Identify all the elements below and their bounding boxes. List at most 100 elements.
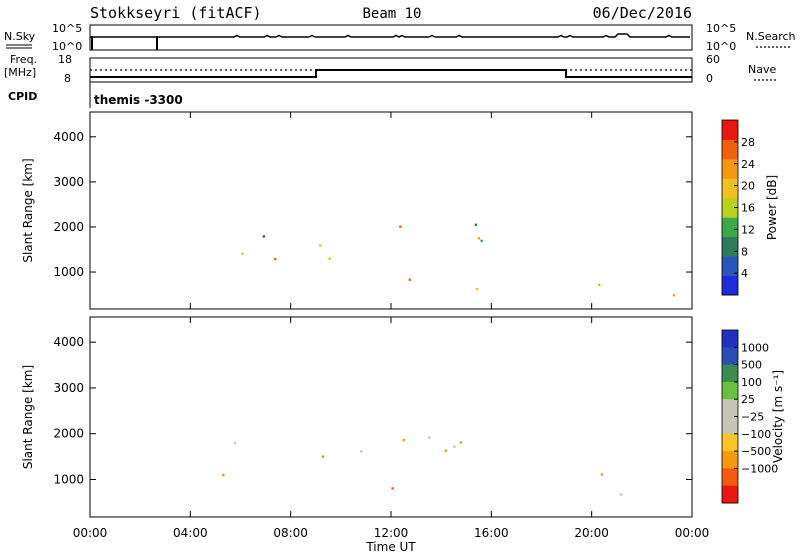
velocity-colorbar-swatch — [722, 364, 738, 383]
velocity-echo-cell — [402, 438, 405, 442]
x-tick-label: 08:00 — [273, 526, 308, 540]
velocity-echo-cell — [619, 493, 623, 496]
y-tick-label: 4000 — [53, 130, 84, 144]
velocity-echo-cell — [453, 445, 456, 448]
power-colorbar-tick: 12 — [741, 223, 755, 236]
velocity-echo-cell — [428, 436, 431, 439]
y-tick-label: 1000 — [53, 265, 84, 279]
date-title: 06/Dec/2016 — [593, 4, 692, 22]
velocity-colorbar-swatch — [722, 485, 738, 504]
velocity-frame — [89, 316, 693, 518]
noise-sky-line — [90, 33, 690, 38]
freq-line — [90, 69, 692, 78]
power-echo-cell — [474, 223, 478, 226]
noise-left-tick-low: 10^0 — [52, 40, 82, 53]
freq-right-label: Nave — [748, 63, 776, 76]
power-echo-cell — [241, 252, 244, 255]
x-axis-title: Time UT — [365, 540, 416, 554]
freq-left-tick-high: 18 — [58, 53, 72, 66]
power-colorbar-tick: 16 — [741, 202, 755, 215]
velocity-echo-cell — [391, 487, 394, 490]
power-echo-cell — [408, 278, 411, 281]
velocity-echo-cell — [321, 455, 325, 458]
power-colorbar-tick: 20 — [741, 180, 755, 193]
freq-left-unit: [MHz] — [4, 66, 36, 79]
velocity-colorbar-tick: 25 — [741, 393, 755, 406]
power-echo-cell — [476, 287, 479, 291]
power-echo-cell — [319, 244, 322, 247]
power-colorbar: 4 8 12 16 20 24 28 Power [dB] — [721, 119, 779, 296]
x-tick-label: 00:00 — [675, 526, 710, 540]
power-colorbar-swatch — [722, 236, 738, 257]
power-echo-cell — [598, 283, 601, 286]
velocity-y-axis-title: Slant Range [km] — [21, 365, 35, 469]
time-axis: 00:00 04:00 08:00 12:00 16:00 20:00 00:00 — [73, 526, 710, 540]
velocity-colorbar-tick: 1000 — [741, 341, 769, 354]
noise-left-tick-high: 10^5 — [52, 22, 82, 35]
power-colorbar-swatch — [722, 217, 738, 238]
velocity-colorbar-label: Velocity [m s⁻¹] — [771, 370, 785, 463]
x-tick-label: 04:00 — [173, 526, 208, 540]
freq-right-tick-high: 60 — [706, 53, 720, 66]
power-echo-cell — [399, 225, 402, 228]
velocity-colorbar-swatch — [722, 451, 738, 469]
power-echo-cells — [241, 223, 676, 297]
y-tick-label: 1000 — [53, 472, 84, 486]
velocity-echo-cell — [222, 473, 225, 477]
y-tick-label: 3000 — [53, 381, 84, 395]
power-panel: 1000 2000 3000 4000 Slant Range [km] — [21, 111, 693, 310]
power-colorbar-swatch — [722, 158, 738, 179]
velocity-colorbar-tick: 100 — [741, 376, 762, 389]
power-colorbar-tick: 8 — [741, 245, 748, 258]
x-tick-label: 12:00 — [374, 526, 409, 540]
noise-right-tick-low: 10^0 — [706, 40, 736, 53]
velocity-colorbar-tick: −500 — [741, 445, 771, 458]
power-colorbar-tick: 4 — [741, 267, 748, 280]
velocity-colorbar-tick: −25 — [741, 411, 764, 424]
velocity-colorbar-swatch — [722, 416, 738, 435]
y-tick-label: 3000 — [53, 175, 84, 189]
freq-left-tick-low: 8 — [64, 72, 71, 85]
power-echo-cell — [328, 257, 331, 260]
y-tick-label: 2000 — [53, 427, 84, 441]
power-echo-cell — [672, 294, 676, 297]
power-colorbar-label: Power [dB] — [765, 175, 779, 240]
noise-right-label: N.Search — [746, 30, 796, 43]
velocity-colorbar-tick: −100 — [741, 428, 771, 441]
x-tick-label: 16:00 — [474, 526, 509, 540]
power-echo-cell — [477, 237, 481, 240]
x-tick-label: 20:00 — [574, 526, 609, 540]
power-colorbar-tick: 24 — [741, 158, 755, 171]
y-tick-label: 2000 — [53, 220, 84, 234]
velocity-colorbar-swatch — [722, 381, 738, 400]
power-colorbar-swatch — [722, 178, 738, 199]
velocity-echo-cells — [222, 436, 623, 496]
velocity-colorbar-tick: 500 — [741, 359, 762, 372]
noise-left-label: N.Sky — [4, 30, 36, 43]
velocity-colorbar-swatch — [722, 433, 738, 452]
velocity-colorbar-swatch — [722, 468, 738, 487]
power-echo-cell — [480, 239, 483, 243]
beam-title: Beam 10 — [362, 6, 421, 22]
power-echo-cell — [273, 257, 277, 261]
noise-panel: N.Sky 10^5 10^0 10^5 10^0 N.Search — [4, 22, 796, 53]
power-colorbar-tick: 28 — [741, 136, 755, 149]
velocity-echo-cell — [444, 449, 447, 452]
radar-title: Stokkseyri (fitACF) — [90, 4, 262, 22]
power-echo-cell — [262, 235, 266, 238]
power-y-axis-title: Slant Range [km] — [21, 158, 35, 262]
velocity-echo-cell — [360, 450, 363, 453]
velocity-echo-cell — [233, 441, 237, 445]
power-colorbar-swatch — [722, 275, 738, 296]
power-colorbar-swatch — [722, 197, 738, 218]
freq-right-tick-low: 0 — [706, 72, 713, 85]
y-tick-label: 4000 — [53, 335, 84, 349]
velocity-echo-cell — [459, 441, 462, 444]
cpid-text: themis -3300 — [94, 93, 183, 107]
power-colorbar-swatch — [722, 256, 738, 277]
noise-right-tick-high: 10^5 — [706, 22, 736, 35]
velocity-colorbar-swatch — [722, 399, 738, 417]
freq-panel: Freq. [MHz] 18 8 60 0 Nave CPID themis -… — [4, 53, 776, 108]
